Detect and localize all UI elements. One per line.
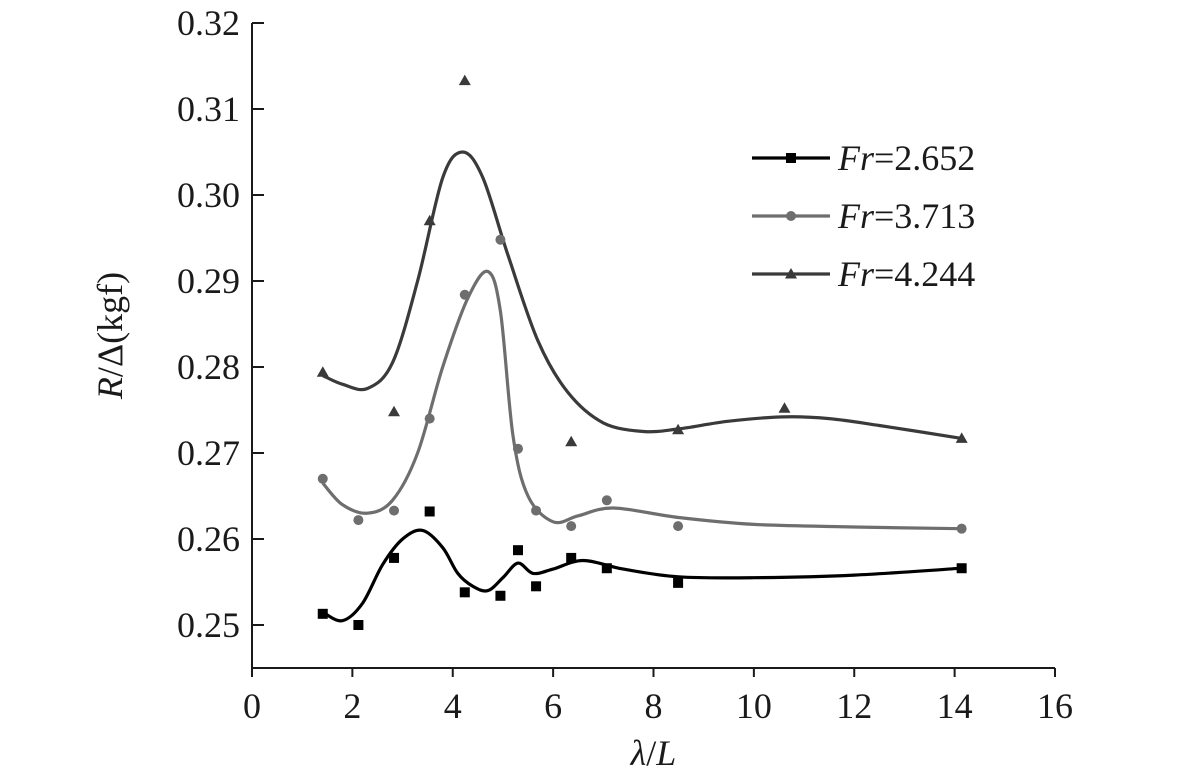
axes: 0 2 4 6 8 10 12 14 16 0.25 0.26 0.27 0.28 0.29 0.30 0.3… — [177, 3, 1073, 726]
data-point-square — [424, 506, 435, 517]
legend-label: Fr=4.244 — [837, 254, 975, 294]
legend-label-variable: Fr — [837, 254, 875, 294]
x-tick-label: 12 — [836, 686, 872, 726]
data-point-square — [566, 552, 577, 563]
data-point-circle — [956, 523, 967, 534]
data-point-triangle — [388, 405, 400, 417]
x-tick-label: 6 — [544, 686, 562, 726]
data-point-triangle — [458, 74, 471, 86]
series-line-circle — [321, 269, 962, 531]
data-point-square — [389, 552, 400, 563]
y-axis-title-part: R — [90, 377, 130, 400]
data-point-triangle — [565, 435, 578, 447]
legend-label: Fr=3.713 — [837, 196, 975, 236]
data-point-circle — [673, 521, 684, 532]
x-axis-title-part: L — [655, 733, 676, 773]
legend-label: Fr=2.652 — [837, 138, 975, 178]
y-tick-label: 0.30 — [177, 175, 240, 215]
legend-label-value: =2.652 — [874, 138, 975, 178]
x-axis-title-part: / — [646, 733, 656, 773]
data-point-square — [495, 590, 506, 601]
legend-label-variable: Fr — [837, 196, 875, 236]
legend-label-value: =3.713 — [874, 196, 975, 236]
legend-marker-triangle — [785, 268, 797, 279]
y-axis-title: R/Δ(kgf) — [90, 272, 130, 400]
legend-marker-circle — [786, 211, 796, 221]
data-point-square — [353, 620, 364, 630]
data-point-circle — [424, 413, 435, 424]
data-point-square — [956, 563, 967, 574]
legend-label-value: =4.244 — [874, 254, 975, 294]
y-tick-label: 0.28 — [177, 347, 240, 387]
x-tick-label: 16 — [1037, 686, 1073, 726]
data-point-triangle — [955, 432, 968, 443]
series-curves — [321, 150, 962, 623]
data-point-circle — [601, 495, 612, 506]
series-markers — [316, 74, 968, 630]
data-point-circle — [317, 473, 328, 484]
y-tick-label: 0.31 — [177, 89, 240, 129]
data-point-square — [673, 577, 684, 588]
data-point-circle — [531, 505, 542, 516]
x-tick-label: 10 — [736, 686, 772, 726]
data-point-circle — [389, 505, 400, 516]
data-point-triangle — [316, 366, 329, 377]
data-point-circle — [459, 289, 470, 300]
data-point-circle — [566, 521, 577, 532]
data-point-square — [531, 581, 542, 592]
x-axis-title: λ/L — [630, 733, 677, 773]
y-tick-label: 0.32 — [177, 3, 240, 43]
y-tick-label: 0.27 — [177, 433, 240, 473]
data-point-circle — [353, 515, 364, 526]
y-axis-title-part: /Δ(kgf) — [90, 272, 130, 377]
x-tick-label: 8 — [645, 686, 663, 726]
y-tick-label: 0.25 — [177, 605, 240, 645]
x-tick-label: 2 — [343, 686, 361, 726]
data-point-circle — [495, 234, 506, 245]
data-point-triangle — [423, 214, 436, 226]
x-tick-label: 0 — [243, 686, 261, 726]
legend-marker-square — [786, 153, 796, 163]
data-point-square — [512, 545, 523, 556]
data-point-square — [601, 563, 612, 574]
data-point-square — [459, 587, 470, 598]
x-tick-label: 4 — [444, 686, 462, 726]
data-point-triangle — [672, 423, 685, 435]
data-point-triangle — [778, 402, 791, 413]
series-line-square — [322, 528, 962, 623]
y-tick-label: 0.29 — [177, 261, 240, 301]
y-tick-label: 0.26 — [177, 519, 240, 559]
data-point-circle — [512, 443, 523, 454]
legend-label-variable: Fr — [837, 138, 875, 178]
x-axis-title-part: λ — [630, 733, 647, 773]
data-point-square — [317, 608, 328, 619]
x-tick-label: 14 — [937, 686, 973, 726]
series-line-triangle — [322, 150, 962, 440]
